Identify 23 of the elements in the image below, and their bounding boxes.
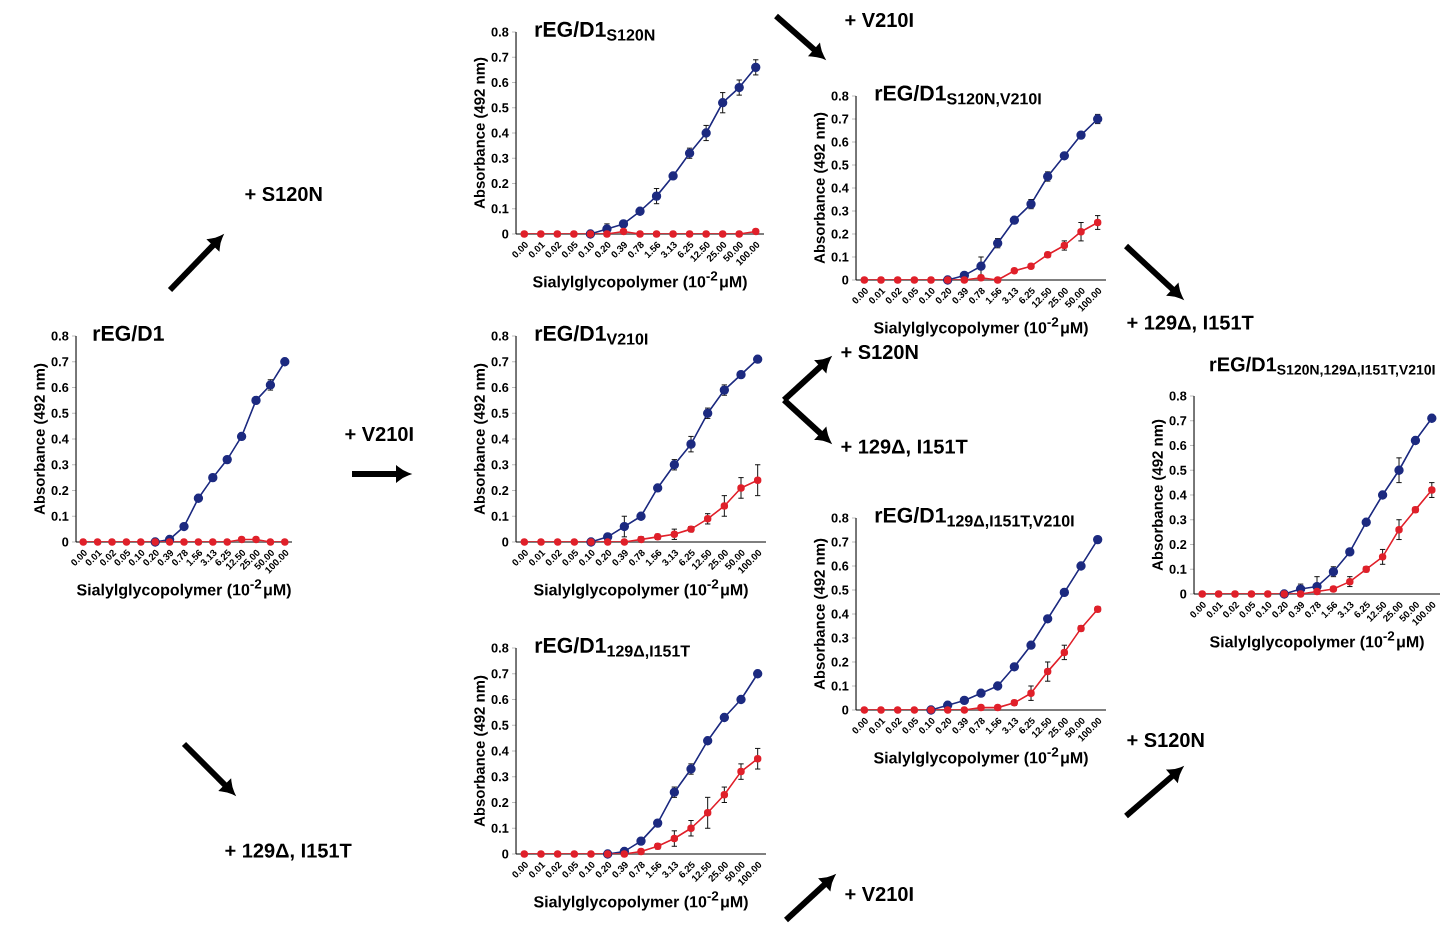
chart-title: $\textbf{rEG/D1}_{\textbf{S120N,129Δ,I151T,V210I}}$ bbox=[1210, 356, 1435, 377]
text: + V210I bbox=[345, 426, 413, 442]
x-axis-title: Sialylglycopolymer (10$^{-2}$μM) bbox=[533, 579, 748, 599]
text: + 129Δ, I151T bbox=[225, 843, 352, 861]
text: + 129Δ, I151T bbox=[841, 439, 968, 457]
x-axis-title: Sialylglycopolymer (10$^{-2}$μM) bbox=[76, 579, 291, 599]
chart-title: $\textbf{rEG/D1}_{\textbf{129Δ,I151T,V210I}}$ bbox=[875, 507, 1074, 529]
x-axis-title: Sialylglycopolymer (10$^{-2}$μM) bbox=[533, 891, 748, 911]
chart-title: $\textbf{rEG/D1}$ bbox=[93, 325, 164, 342]
chart-title: $\textbf{rEG/D1}_{\textbf{S120N}}$ bbox=[535, 21, 655, 41]
text: + S120N bbox=[841, 344, 918, 360]
text: + V210I bbox=[845, 12, 913, 28]
chart-title: $\textbf{rEG/D1}_{\textbf{V210I}}$ bbox=[535, 325, 648, 345]
x-axis-title: Sialylglycopolymer (10$^{-2}$μM) bbox=[873, 747, 1088, 767]
text: + V210I bbox=[845, 886, 913, 902]
text: + 129Δ, I151T bbox=[1127, 315, 1254, 333]
text: + S120N bbox=[245, 186, 322, 202]
x-axis-title: Sialylglycopolymer (10$^{-2}$μM) bbox=[873, 317, 1088, 337]
chart-title: $\textbf{rEG/D1}_{\textbf{129Δ,I151T}}$ bbox=[535, 637, 690, 660]
x-axis-title: Sialylglycopolymer (10$^{-2}$μM) bbox=[532, 271, 747, 291]
x-axis-title: Sialylglycopolymer (10$^{-2}$μM) bbox=[1209, 631, 1424, 651]
text: + S120N bbox=[1127, 732, 1204, 748]
chart-title: $\textbf{rEG/D1}_{\textbf{S120N,V210I}}$ bbox=[875, 85, 1041, 107]
